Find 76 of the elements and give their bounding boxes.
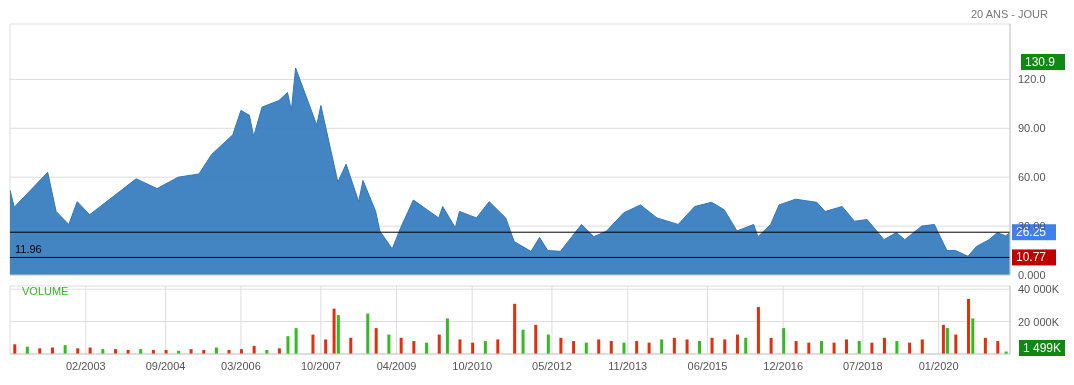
bar bbox=[572, 341, 576, 354]
ref-line-label: 10.77 bbox=[1016, 250, 1047, 265]
y-tick-label: 60.00 bbox=[1018, 171, 1046, 184]
bar bbox=[458, 339, 462, 354]
bar bbox=[366, 313, 370, 354]
bar bbox=[635, 341, 639, 354]
chart-title: VOLUME bbox=[22, 285, 69, 297]
bar bbox=[685, 339, 689, 354]
bar bbox=[983, 337, 987, 354]
text: 1 499K bbox=[1018, 340, 1065, 356]
bar bbox=[336, 315, 340, 354]
bar bbox=[782, 328, 786, 354]
bar bbox=[286, 336, 290, 354]
x-tick-label: 07/2018 bbox=[842, 359, 883, 372]
bar bbox=[513, 303, 517, 354]
bar bbox=[412, 341, 416, 354]
x-tick-label: 06/2015 bbox=[687, 359, 728, 372]
bar bbox=[324, 339, 328, 354]
annotation: 11.96 bbox=[15, 242, 42, 255]
bar bbox=[769, 337, 773, 354]
bar bbox=[672, 337, 676, 354]
y-tick-label: 20 000K bbox=[1018, 315, 1060, 328]
y-tick-label: 0.000 bbox=[1018, 268, 1046, 281]
bar bbox=[597, 339, 601, 354]
bar bbox=[534, 324, 538, 354]
bar bbox=[895, 341, 899, 354]
bar bbox=[445, 318, 449, 354]
bar bbox=[723, 339, 727, 354]
x-tick-label: 03/2006 bbox=[221, 359, 261, 372]
y-tick-label: 90.00 bbox=[1018, 122, 1046, 135]
bar bbox=[857, 341, 861, 354]
bar bbox=[697, 341, 701, 354]
bar bbox=[971, 318, 975, 354]
bar bbox=[710, 337, 714, 354]
x-tick-label: 01/2020 bbox=[918, 359, 959, 372]
bar bbox=[387, 334, 391, 354]
bar bbox=[332, 308, 336, 354]
x-tick-label: 02/2003 bbox=[65, 359, 106, 372]
bar bbox=[820, 341, 824, 354]
x-tick-label: 10/2007 bbox=[301, 359, 341, 372]
bar bbox=[954, 334, 958, 354]
bar bbox=[496, 339, 500, 354]
bar bbox=[882, 337, 886, 354]
bar bbox=[374, 328, 378, 354]
x-tick-label: 04/2009 bbox=[376, 359, 417, 372]
bar bbox=[483, 341, 487, 354]
bar bbox=[794, 341, 798, 354]
bar bbox=[311, 334, 315, 354]
bar bbox=[945, 328, 949, 354]
bar bbox=[845, 339, 848, 354]
bar bbox=[349, 337, 353, 354]
bar bbox=[660, 339, 664, 354]
bar bbox=[521, 329, 525, 354]
bar bbox=[546, 334, 550, 354]
x-tick-label: 11/2013 bbox=[608, 359, 648, 372]
bar bbox=[967, 298, 971, 354]
bar bbox=[735, 334, 739, 354]
bar bbox=[609, 341, 613, 354]
bar bbox=[399, 337, 403, 354]
bar bbox=[941, 324, 945, 354]
bar bbox=[559, 337, 563, 354]
bar bbox=[920, 339, 924, 354]
x-tick-label: 09/2004 bbox=[145, 359, 186, 372]
text: 130.9 bbox=[1021, 54, 1065, 70]
bar bbox=[744, 337, 748, 354]
bar bbox=[294, 328, 298, 354]
x-tick-label: 10/2010 bbox=[452, 359, 493, 372]
chart-subtitle: 20 ANS - JOUR bbox=[969, 8, 1049, 22]
bar bbox=[13, 344, 17, 354]
y-tick-label: 120.0 bbox=[1018, 73, 1046, 86]
bar bbox=[756, 307, 760, 354]
x-tick-label: 12/2016 bbox=[763, 359, 804, 372]
bar bbox=[996, 341, 1000, 354]
bar bbox=[437, 334, 441, 354]
y-tick-label: 40 000K bbox=[1018, 283, 1060, 296]
x-tick-label: 05/2012 bbox=[532, 359, 572, 372]
